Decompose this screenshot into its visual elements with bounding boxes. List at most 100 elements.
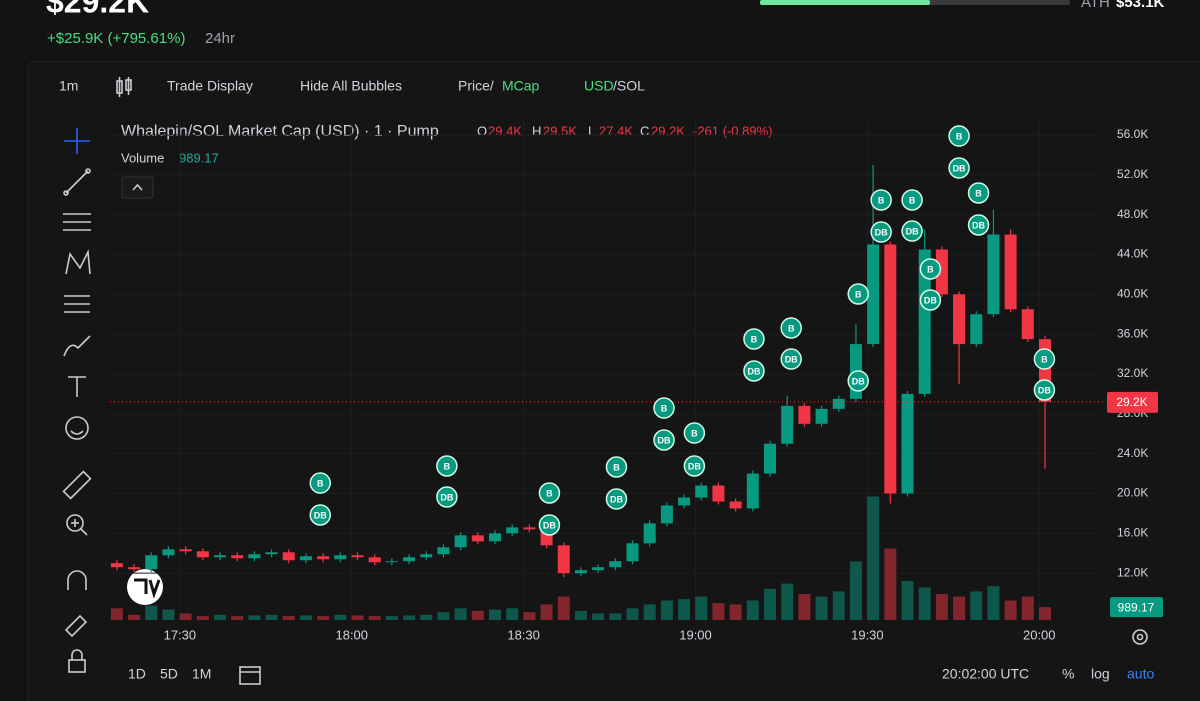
price-toggle[interactable]: Price/ (458, 78, 494, 94)
bubble[interactable] (743, 360, 765, 382)
volume-bar (918, 587, 931, 620)
log-toggle[interactable]: log (1091, 666, 1110, 682)
crosshair-tool[interactable] (64, 128, 90, 154)
candle-body (935, 249, 948, 295)
sol-toggle[interactable]: /SOL (613, 78, 645, 94)
bubble[interactable] (780, 348, 802, 370)
forecast-tool[interactable] (64, 295, 90, 313)
bubble[interactable] (605, 456, 628, 478)
bubble[interactable] (1033, 379, 1056, 401)
volume-bar (128, 614, 141, 620)
calendar-icon[interactable] (239, 666, 261, 685)
bubble-label: B (613, 462, 620, 472)
candle-body (454, 535, 467, 548)
bubble[interactable] (967, 182, 990, 204)
candle-body (764, 443, 776, 474)
volume-bar (471, 610, 484, 620)
auto-toggle[interactable]: auto (1127, 666, 1154, 682)
settings-icon[interactable] (1132, 629, 1148, 645)
lock-draw-tool[interactable] (64, 614, 88, 638)
volume-bar (282, 616, 295, 620)
bubble-label: DB (658, 435, 671, 445)
volume-bar (299, 615, 312, 620)
candle-body (815, 408, 828, 424)
bubble-label: DB (610, 494, 623, 504)
bubble[interactable] (653, 397, 675, 419)
bubble[interactable] (1033, 348, 1056, 370)
candle-body (420, 554, 433, 558)
fib-tool[interactable] (63, 213, 91, 231)
x-tick-label: 19:00 (679, 627, 712, 642)
x-tick-label: 18:00 (335, 627, 368, 642)
volume-bar (712, 603, 725, 620)
interval[interactable]: 1m (59, 78, 78, 94)
candle-body (437, 547, 450, 555)
volume-bar (351, 615, 364, 620)
bubble[interactable] (919, 258, 942, 280)
trendline-tool[interactable] (63, 168, 91, 196)
candle-body (471, 535, 484, 542)
usd-toggle[interactable]: USD (584, 78, 614, 94)
bubble[interactable] (948, 125, 970, 147)
bubble-label: DB (688, 461, 701, 471)
volume-bar (781, 583, 794, 620)
last-price-label: 29.2K (1116, 395, 1147, 409)
percent-toggle[interactable]: % (1062, 666, 1074, 682)
collapse-button[interactable] (121, 176, 154, 199)
bubble[interactable] (870, 221, 892, 243)
bubble[interactable] (901, 189, 923, 211)
magnet-tool[interactable] (67, 570, 87, 590)
bubble[interactable] (780, 317, 802, 339)
candle-body (299, 556, 312, 561)
bubble[interactable] (870, 189, 892, 211)
volume-bar (901, 581, 914, 620)
bubble[interactable] (538, 482, 561, 504)
candle-body (746, 473, 759, 509)
bubble[interactable] (948, 157, 970, 179)
bubble[interactable] (309, 472, 332, 494)
volume-bar (1021, 596, 1034, 620)
candle-body (351, 555, 364, 558)
bubble[interactable] (967, 214, 990, 236)
bubble[interactable] (847, 370, 869, 392)
range-button[interactable]: 5D (160, 666, 178, 682)
candle-icon[interactable] (116, 77, 132, 97)
drawing-tools (62, 128, 92, 673)
volume-bar (385, 616, 398, 620)
bubble[interactable] (436, 486, 458, 508)
bubble[interactable] (653, 429, 675, 451)
emoji-tool[interactable] (65, 416, 89, 440)
text-tool[interactable] (68, 376, 86, 397)
lock-tool[interactable] (68, 649, 86, 673)
bubble[interactable] (683, 422, 706, 444)
volume-label: Volume (121, 150, 164, 165)
candle-body (626, 543, 639, 562)
candle-body (695, 485, 708, 498)
zoom-tool[interactable] (66, 514, 88, 536)
volume-bar (695, 596, 708, 620)
bubble[interactable] (901, 220, 923, 242)
bubble[interactable] (538, 514, 561, 536)
bubble[interactable] (605, 488, 628, 510)
bubble[interactable] (847, 283, 869, 305)
brush-tool[interactable] (63, 335, 91, 357)
bubble-label: B (1041, 354, 1048, 364)
range-button[interactable]: 1M (192, 666, 211, 682)
bubble[interactable] (309, 504, 332, 526)
y-tick-label: 36.0K (1117, 326, 1148, 340)
range-button[interactable]: 1D (128, 666, 146, 682)
trade-display[interactable]: Trade Display (167, 78, 253, 94)
bubble[interactable] (919, 289, 942, 311)
candle-body (643, 523, 656, 544)
candle-body (918, 249, 931, 394)
pattern-tool[interactable] (65, 249, 91, 275)
bubble[interactable] (743, 328, 765, 350)
ohlc-label: C (640, 123, 649, 138)
bubble[interactable] (436, 455, 458, 477)
mcap-toggle[interactable]: MCap (502, 78, 540, 94)
hide-bubbles[interactable]: Hide All Bubbles (300, 78, 402, 94)
bubble[interactable] (683, 455, 706, 477)
ruler-tool[interactable] (62, 470, 92, 500)
y-tick-label: 56.0K (1117, 127, 1148, 141)
